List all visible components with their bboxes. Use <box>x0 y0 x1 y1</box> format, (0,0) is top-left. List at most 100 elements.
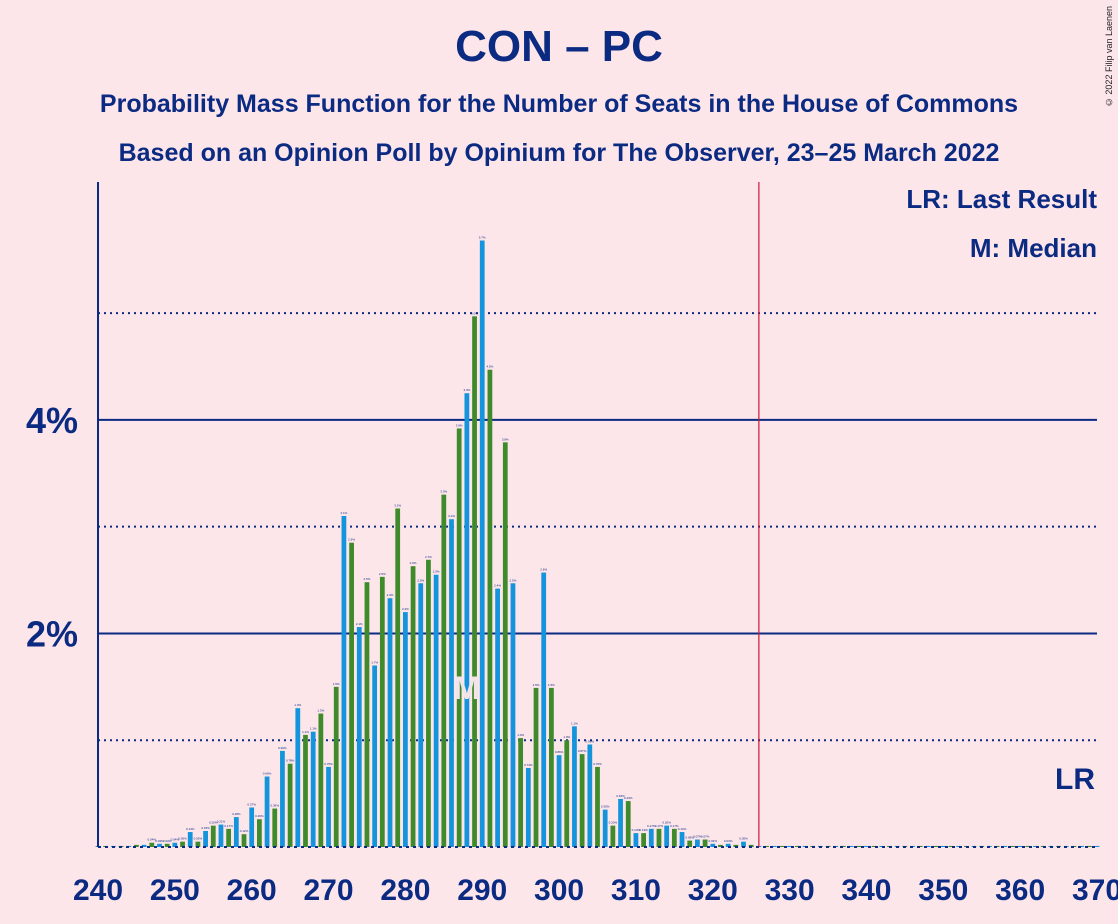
bar <box>195 841 201 847</box>
bar <box>495 588 500 847</box>
x-tick-label: 280 <box>380 874 430 907</box>
bar <box>241 834 247 847</box>
x-tick-label: 300 <box>534 874 584 907</box>
bar <box>256 819 262 847</box>
bar-label: 2.7% <box>425 555 432 559</box>
bar-label: 0.12% <box>240 829 249 833</box>
bar-label: 0.07% <box>701 835 710 839</box>
bar-label: 2.5% <box>417 578 424 582</box>
bar <box>487 369 493 847</box>
bar-label: 0.17% <box>655 824 664 828</box>
bar-label: 0.75% <box>593 762 602 766</box>
bar <box>264 776 270 847</box>
bar-label: 3.8% <box>502 437 509 441</box>
bar-label: 0.03% <box>709 839 718 843</box>
bar-label: 0.04% <box>171 838 180 842</box>
bar-label: 1.3% <box>294 703 301 707</box>
x-tick-labels: 240 250 260 270 280 290 300 310 320 330 340 350 360 3… <box>73 874 1118 907</box>
bar-label: 5.7% <box>479 236 486 240</box>
bar-label: 0.05% <box>178 837 187 841</box>
bar <box>687 840 693 847</box>
bar <box>502 442 508 847</box>
bar <box>164 843 170 847</box>
bar <box>456 428 462 847</box>
bar-label: 4.5% <box>486 365 493 369</box>
x-tick-label: 310 <box>611 874 661 907</box>
bar <box>426 559 431 847</box>
bar <box>771 845 777 847</box>
bar-label: 2.5% <box>379 572 386 576</box>
x-tick-label: 250 <box>150 874 200 907</box>
bar-label: 0.35% <box>601 805 610 809</box>
x-tick-label: 270 <box>304 874 354 907</box>
bar-label: 2.5% <box>433 570 440 574</box>
bar <box>579 754 585 847</box>
bar-label: 1.7% <box>371 660 378 664</box>
bar <box>871 845 877 847</box>
bar <box>587 744 593 847</box>
bar <box>180 841 185 847</box>
bar <box>940 845 946 847</box>
bar <box>349 542 354 847</box>
bar <box>280 750 285 847</box>
bar <box>326 766 331 847</box>
bar <box>794 845 800 847</box>
bar <box>418 583 424 847</box>
bar <box>226 828 232 847</box>
bar <box>364 582 370 847</box>
bar <box>1002 845 1008 847</box>
bar-label: 2.1% <box>356 622 363 626</box>
bar <box>1010 845 1015 847</box>
chart-subtitle: Probability Mass Function for the Number… <box>99 90 1019 118</box>
bar <box>679 832 685 847</box>
bar-label: 2.2% <box>402 607 409 611</box>
bar-label: 0.03% <box>155 839 164 843</box>
bar-label: 1.1% <box>302 730 309 734</box>
bar <box>410 566 416 847</box>
bar <box>303 734 308 847</box>
bar-label: 2.5% <box>510 578 517 582</box>
bar-label: 0.04% <box>148 838 157 842</box>
bar-label: 3.3% <box>440 490 447 494</box>
bar <box>710 843 716 847</box>
bar <box>1079 845 1085 847</box>
bar-label: 0.06% <box>685 836 694 840</box>
bar <box>310 731 316 847</box>
legend-median: M: Median <box>970 233 1097 263</box>
bar <box>533 687 539 847</box>
bar-label: 0.75% <box>324 762 333 766</box>
bar-label: 2.4% <box>494 584 501 588</box>
bar <box>564 740 570 847</box>
bar <box>618 798 623 847</box>
bar-label: 0.15% <box>201 826 210 830</box>
bar <box>479 240 485 847</box>
bar <box>218 824 224 847</box>
bar <box>149 842 155 847</box>
bar <box>733 844 739 847</box>
bar-label: 0.28% <box>232 812 241 816</box>
bar <box>741 841 746 847</box>
bar-label: 0.13% <box>632 828 641 832</box>
bar-label: 0.86% <box>555 750 564 754</box>
legend-last-result: LR: Last Result <box>906 184 1097 214</box>
bar <box>925 845 931 847</box>
bar <box>379 576 385 847</box>
median-marker: M <box>454 670 481 706</box>
bar <box>387 598 393 847</box>
bar-label: 1.3% <box>317 709 324 713</box>
bar-label: 0.96% <box>586 739 595 743</box>
bar <box>779 845 785 847</box>
bar <box>341 516 347 847</box>
bar <box>917 845 923 847</box>
bar-label: 2.5% <box>364 577 371 581</box>
bar-label: 0.07% <box>693 835 702 839</box>
bar-label: 3.9% <box>456 423 463 427</box>
y-tick-label: 2% <box>26 613 78 654</box>
bar-label: 1.5% <box>333 682 340 686</box>
bar <box>272 808 278 847</box>
bar <box>856 845 862 847</box>
bar <box>518 738 524 847</box>
bar <box>210 825 216 847</box>
chart-title: CON – PC <box>455 22 663 71</box>
bar <box>948 845 954 847</box>
